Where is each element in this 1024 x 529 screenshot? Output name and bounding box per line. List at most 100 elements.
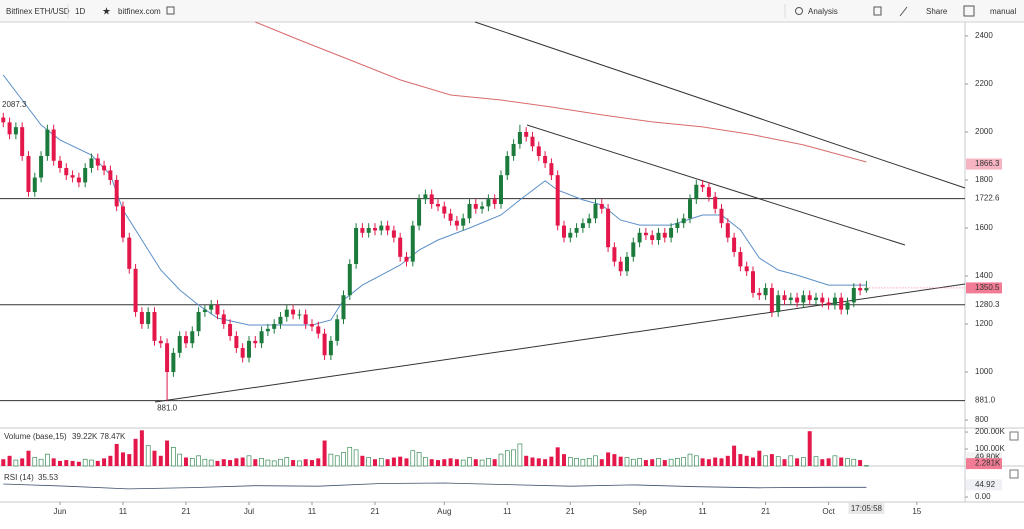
x-tick-label: 11: [308, 507, 317, 516]
candle-body: [108, 170, 113, 180]
x-tick-label: 21: [371, 507, 380, 516]
volume-bar: [139, 430, 144, 466]
trend-line: [526, 124, 906, 246]
volume-bar: [26, 450, 31, 466]
volume-bar: [64, 460, 69, 466]
interval[interactable]: 1D: [75, 7, 85, 16]
analysis-button[interactable]: Analysis: [808, 7, 838, 16]
symbol[interactable]: Bitfinex ETH/USD: [6, 7, 70, 16]
level-label: 1280.3: [975, 300, 1000, 309]
candle-body: [246, 340, 251, 358]
volume-bar: [265, 459, 271, 467]
indicator-icon[interactable]: [873, 6, 882, 16]
x-tick-label: 21: [761, 507, 770, 516]
y-tick-label: 200.00K: [975, 427, 1005, 436]
volume-bar: [183, 457, 188, 466]
volume-bar: [858, 460, 863, 466]
volume-bar: [372, 459, 377, 466]
star-icon[interactable]: ★: [102, 7, 111, 18]
candle-body: [322, 333, 327, 356]
level-label: 1722.6: [975, 194, 1000, 203]
volume-bar: [725, 455, 730, 466]
analysis-icon[interactable]: [795, 7, 803, 15]
volume-bar: [832, 455, 838, 467]
candle-body: [706, 187, 711, 197]
candle-body: [278, 316, 283, 325]
volume-bar: [45, 453, 50, 467]
candle-body: [795, 297, 800, 303]
candle-body: [328, 340, 333, 356]
candle-body: [814, 297, 819, 301]
pane-maximize-icon[interactable]: [1009, 431, 1019, 441]
candle-body: [398, 237, 403, 257]
low-label: 881.0: [157, 404, 178, 413]
candle-body: [599, 203, 604, 209]
volume-bar: [693, 455, 699, 467]
volume-bar: [801, 457, 806, 467]
volume-bar: [95, 460, 100, 466]
volume-bar: [297, 460, 302, 467]
candle-body: [89, 158, 94, 168]
volume-bar: [630, 458, 636, 467]
candle-body: [26, 155, 31, 192]
x-tick-label: Oct: [822, 507, 835, 516]
candle-body: [209, 304, 214, 310]
fullscreen-icon[interactable]: [963, 5, 975, 17]
candle-body: [480, 206, 485, 209]
candle-body: [83, 167, 88, 183]
pane-title: Volume (base,15): [4, 432, 67, 441]
candle-body: [51, 129, 56, 161]
volume-bar: [706, 459, 711, 466]
candle-body: [102, 165, 107, 171]
candle-body: [624, 256, 629, 272]
y-tick-label: 2000: [975, 127, 993, 136]
candle-body: [662, 232, 667, 238]
candle-body: [45, 129, 50, 156]
volume-bar: [328, 453, 334, 467]
volume-bar: [549, 456, 554, 466]
volume-bar: [738, 454, 743, 466]
share-button[interactable]: Share: [926, 7, 948, 16]
volume-bar: [530, 457, 535, 466]
volume-bar: [713, 457, 718, 466]
candle-body: [498, 175, 503, 204]
y-tick-label: 1200: [975, 319, 993, 328]
candle-body: [13, 127, 18, 135]
candle-body: [788, 297, 793, 301]
candle-body: [461, 218, 466, 226]
candle-body: [530, 136, 535, 147]
time-label-box: [848, 503, 885, 514]
volume-bar: [20, 458, 25, 466]
candle-body: [757, 292, 762, 296]
candle-body: [694, 184, 699, 200]
volume-bar: [202, 458, 208, 467]
volume-bar: [442, 459, 447, 466]
x-tick-label: 15: [912, 507, 921, 516]
candle-body: [700, 184, 705, 188]
site-link[interactable]: bitfinex.com: [118, 7, 161, 16]
candle-body: [95, 158, 100, 166]
candle-body: [858, 288, 863, 291]
candle-body: [763, 288, 768, 296]
volume-bar: [366, 457, 371, 467]
volume-bar: [555, 447, 560, 466]
draw-icon[interactable]: [899, 6, 908, 17]
volume-bar: [114, 443, 119, 466]
candle-body: [183, 336, 188, 344]
volume-bar: [763, 455, 768, 467]
external-link-icon[interactable]: [166, 6, 175, 15]
mode-button[interactable]: manual: [990, 7, 1016, 16]
candle-body: [744, 266, 749, 272]
pane-maximize-icon[interactable]: [1009, 469, 1019, 479]
candle-body: [681, 218, 686, 224]
volume-bar: [543, 459, 548, 466]
volume-bar: [460, 459, 466, 467]
x-tick-label: 11: [503, 507, 512, 516]
candle-body: [354, 228, 359, 265]
candle-body: [511, 143, 516, 156]
volume-bar: [259, 458, 264, 467]
candle-body: [1, 117, 6, 123]
volume-bar: [347, 447, 353, 467]
volume-bar: [643, 460, 648, 466]
